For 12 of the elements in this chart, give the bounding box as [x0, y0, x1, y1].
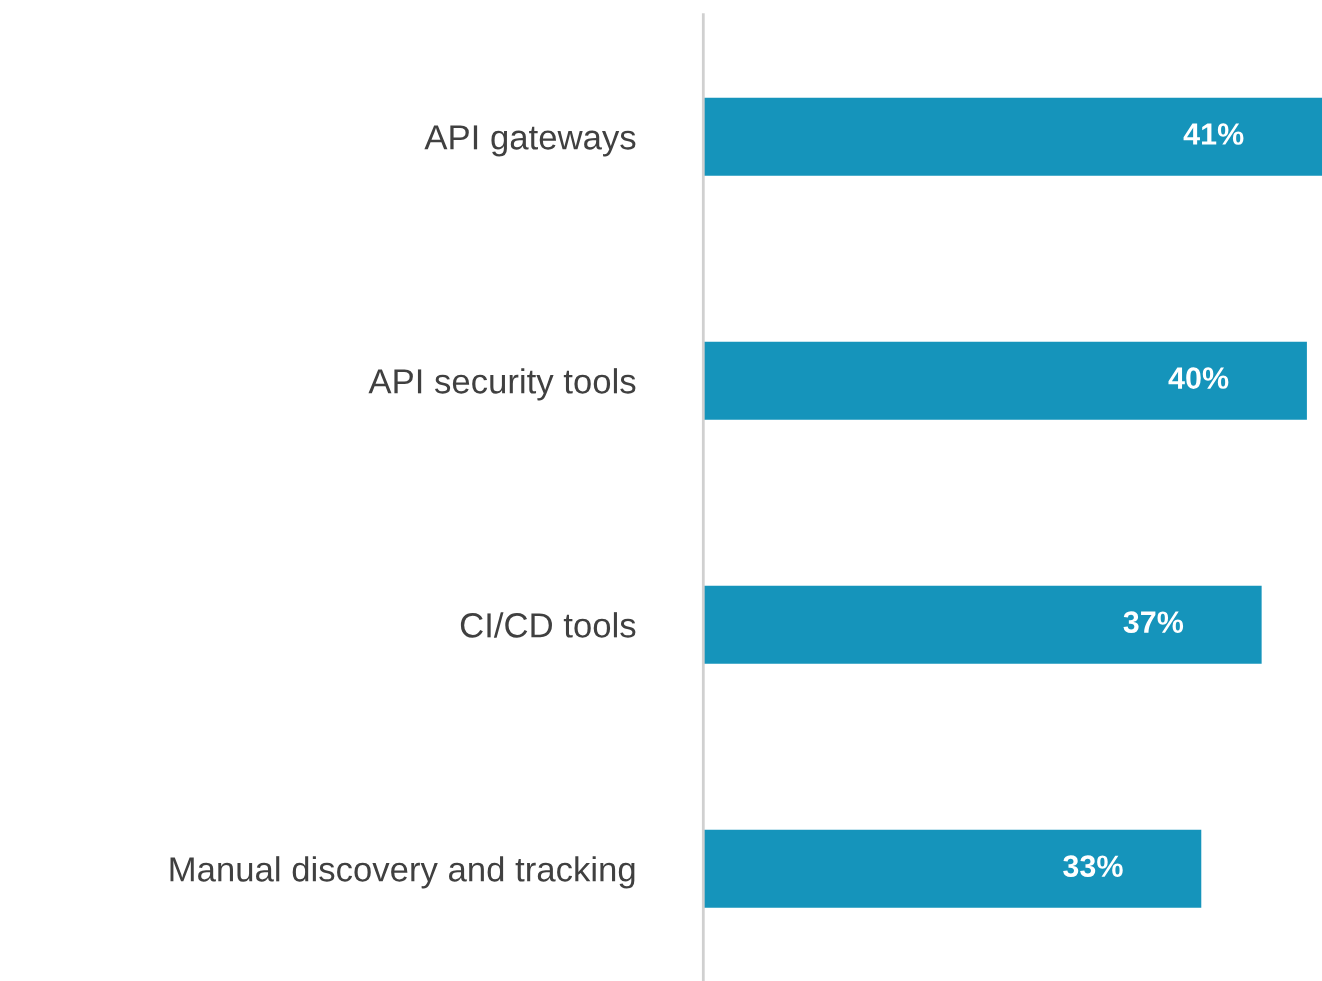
bar	[703, 829, 1202, 908]
data-label: 33%	[1063, 855, 1123, 877]
bar	[703, 341, 1307, 420]
data-label: 37%	[1123, 611, 1184, 633]
y-tick-label: CI/CD tools	[460, 612, 636, 638]
y-tick-label: Manual discovery and tracking	[170, 856, 635, 889]
data-label: 40%	[1168, 367, 1229, 389]
bar	[703, 585, 1262, 664]
y-tick-label: API security tools	[368, 368, 636, 401]
bar	[703, 97, 1322, 176]
data-label: 41%	[1183, 123, 1244, 145]
y-tick-label: API gateways	[424, 125, 636, 157]
